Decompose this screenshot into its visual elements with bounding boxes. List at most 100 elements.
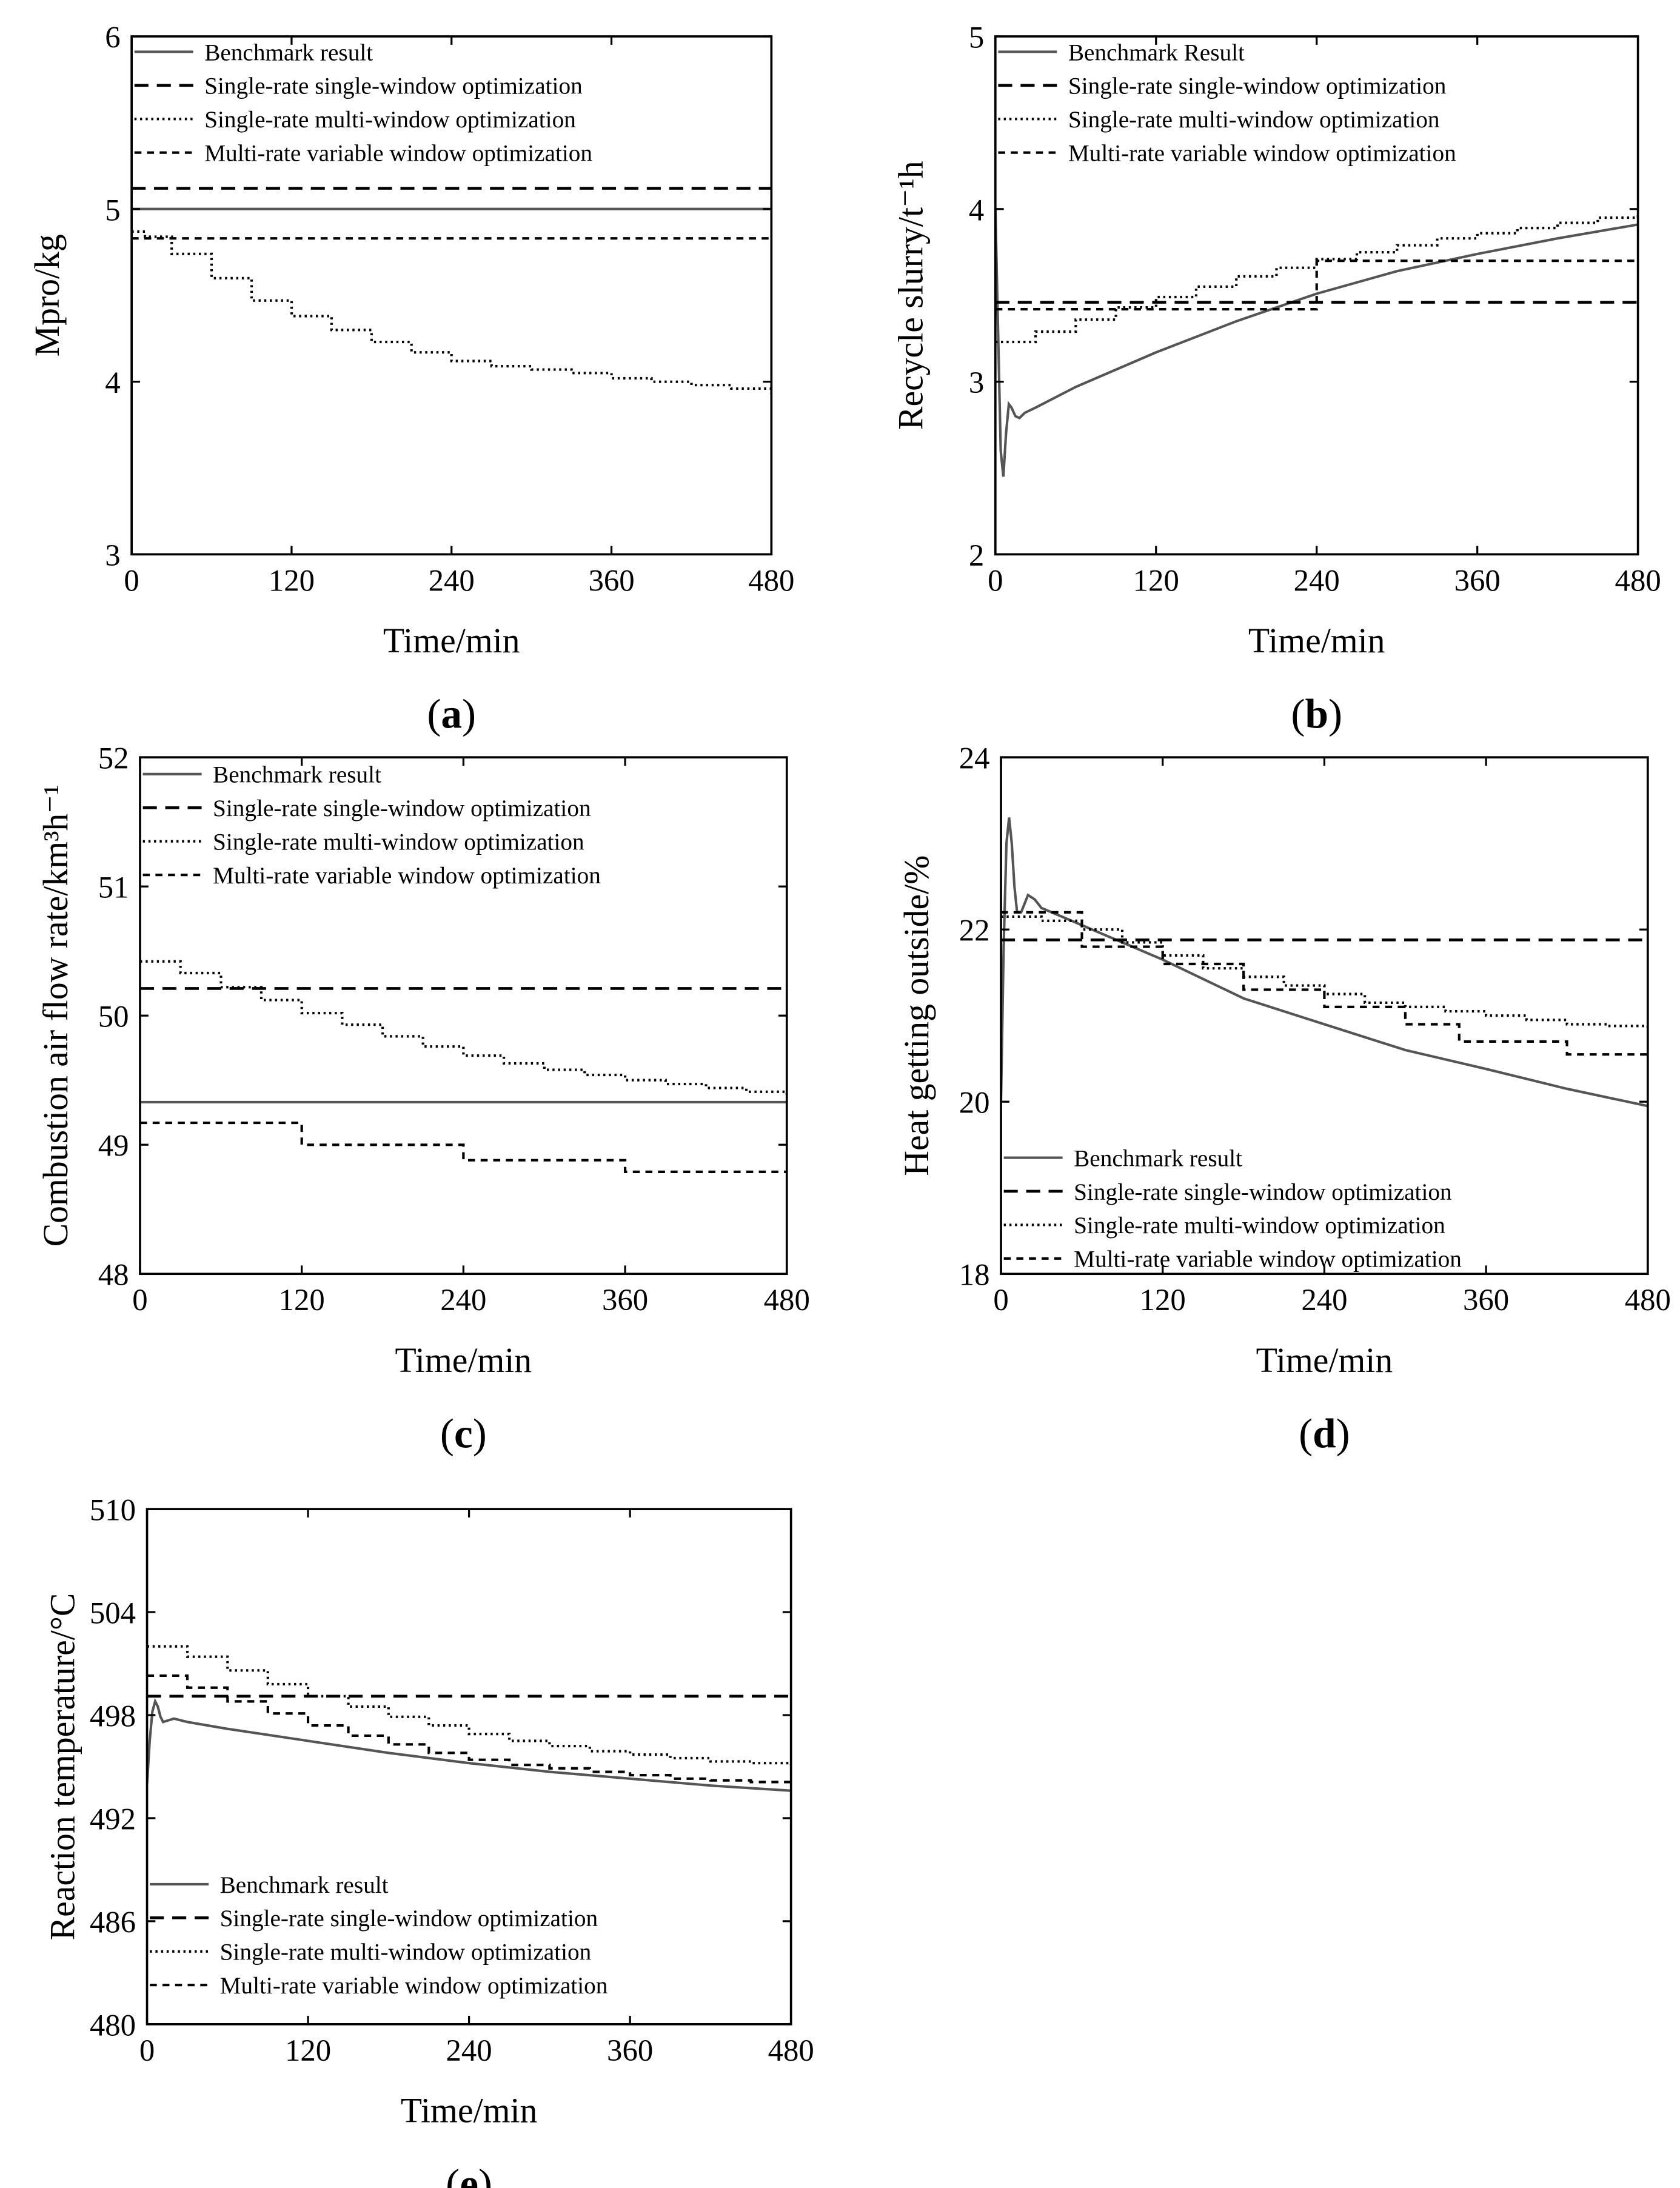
y-tick-label: 2	[969, 538, 984, 572]
x-tick-label: 360	[1463, 1283, 1509, 1317]
x-axis-label: Time/min	[395, 1342, 532, 1380]
series-line-4	[995, 259, 1638, 311]
chart-panel: 0 120 240 360 480 2 3 4 5 Time/min Recycle slurry/…	[892, 21, 1661, 737]
panel-label-paren: )	[1328, 691, 1342, 737]
legend-label: Benchmark result	[220, 1872, 389, 1898]
x-tick-label: 480	[748, 563, 794, 597]
y-tick-label: 52	[98, 741, 129, 775]
legend-label: Single-rate single-window optimization	[213, 795, 591, 821]
legend: Benchmark result Single-rate single-windo…	[134, 39, 592, 167]
panel-label: (b)	[1291, 691, 1342, 737]
y-tick-label: 480	[90, 2008, 136, 2042]
legend-label: Benchmark Result	[1068, 39, 1245, 65]
y-tick-label: 18	[959, 1258, 990, 1292]
panel-label: (d)	[1299, 1410, 1350, 1457]
y-tick-label: 6	[105, 21, 120, 55]
y-tick-label: 5	[969, 21, 984, 55]
series-line-1	[995, 209, 1638, 477]
x-tick-label: 0	[124, 563, 139, 597]
series-group	[147, 1645, 791, 1792]
chart-panel: 0 120 240 360 480 48 49 50 51 52 Time/min Combustio…	[37, 741, 810, 1457]
x-tick-label: 480	[768, 2033, 814, 2067]
x-tick-label: 0	[988, 563, 1003, 597]
x-tick-label: 480	[1625, 1283, 1671, 1317]
y-tick-label: 50	[98, 1000, 129, 1034]
y-tick-label: 20	[959, 1086, 990, 1120]
panel-label-paren: )	[462, 691, 476, 737]
x-tick-label: 240	[429, 563, 475, 597]
legend-label: Multi-rate variable window optimization	[220, 1973, 608, 1999]
panel-label-letter: d	[1313, 1410, 1336, 1457]
x-tick-label: 120	[1133, 563, 1179, 597]
legend-label: Multi-rate variable window optimization	[204, 141, 592, 167]
y-tick-label: 3	[969, 366, 984, 400]
legend-label: Single-rate multi-window optimization	[213, 829, 584, 855]
panel-label-paren: (	[1291, 691, 1305, 737]
x-tick-label: 360	[607, 2033, 653, 2067]
legend: Benchmark result Single-rate single-windo…	[1003, 1145, 1462, 1273]
series-line-4	[139, 1121, 787, 1173]
legend: Benchmark result Single-rate single-windo…	[150, 1872, 608, 1999]
panel-label-paren: )	[1336, 1410, 1350, 1457]
legend-label: Single-rate single-window optimization	[220, 1905, 598, 1932]
x-tick-label: 240	[1294, 563, 1340, 597]
y-axis-label: Reaction temperature/°C	[44, 1593, 82, 1941]
panel-label-letter: c	[454, 1410, 473, 1457]
y-tick-label: 3	[105, 538, 120, 572]
panel-label-paren: (	[427, 691, 441, 737]
y-tick-label: 51	[98, 871, 129, 905]
x-tick-label: 360	[588, 563, 634, 597]
y-tick-label: 486	[90, 1905, 136, 1939]
panel-label-paren: )	[473, 1410, 487, 1457]
y-tick-label: 498	[90, 1699, 136, 1733]
x-tick-label: 360	[1454, 563, 1501, 597]
chart-panel: 0 120 240 360 480 18 20 22 24 Time/min Heat gettin…	[898, 741, 1671, 1457]
legend-label: Benchmark result	[213, 762, 381, 788]
panel-label: (c)	[440, 1410, 487, 1457]
x-tick-label: 240	[446, 2033, 492, 2067]
series-line-3	[147, 1645, 791, 1765]
legend-label: Single-rate multi-window optimization	[220, 1939, 592, 1966]
panel-label: (e)	[446, 2160, 492, 2188]
panel-label-paren: (	[1299, 1410, 1313, 1457]
y-axis-label: Heat getting outside/%	[898, 855, 936, 1176]
series-group	[995, 209, 1638, 477]
legend-label: Single-rate multi-window optimization	[204, 107, 576, 133]
series-line-3	[1001, 915, 1648, 1029]
panel-label-paren: )	[478, 2160, 492, 2188]
series-line-4	[1001, 911, 1648, 1056]
y-axis-label: Recycle slurry/t⁻¹h	[892, 161, 931, 430]
chart-panel: 0 120 240 360 480 480 486 492 498 504 510 Time/min R…	[44, 1493, 814, 2188]
legend-label: Multi-rate variable window optimization	[213, 863, 601, 889]
legend-label: Single-rate single-window optimization	[1074, 1179, 1452, 1205]
panel-label-letter: b	[1305, 691, 1328, 737]
series-line-4	[147, 1674, 791, 1784]
series-line-3	[995, 212, 1638, 344]
x-axis-label: Time/min	[383, 622, 520, 660]
y-tick-label: 492	[90, 1802, 136, 1836]
x-axis-label: Time/min	[401, 2092, 538, 2130]
y-tick-label: 504	[90, 1596, 136, 1630]
series-line-1	[1001, 817, 1648, 1108]
series-line-3	[139, 960, 787, 1095]
x-axis-label: Time/min	[1248, 622, 1385, 660]
legend-label: Single-rate single-window optimization	[204, 73, 583, 99]
chart-panel: 0 120 240 360 480 3 4 5 6 Time/min Mpro/kg (a) Bench…	[28, 21, 794, 737]
y-tick-label: 510	[90, 1493, 136, 1527]
y-tick-label: 5	[105, 193, 120, 227]
x-tick-label: 0	[139, 2033, 155, 2067]
x-tick-label: 480	[1615, 563, 1661, 597]
legend-label: Benchmark result	[1074, 1145, 1242, 1171]
legend-label: Single-rate multi-window optimization	[1074, 1213, 1445, 1239]
panel-label-paren: (	[446, 2160, 460, 2188]
legend: Benchmark Result Single-rate single-windo…	[998, 39, 1456, 167]
panel-label-letter: e	[460, 2160, 478, 2188]
legend-label: Single-rate single-window optimization	[1068, 73, 1447, 99]
legend: Benchmark result Single-rate single-windo…	[142, 762, 601, 889]
series-group	[132, 187, 772, 394]
series-line-1	[147, 1698, 791, 1792]
x-tick-label: 120	[285, 2033, 331, 2067]
x-tick-label: 0	[132, 1283, 147, 1317]
y-axis-label: Mpro/kg	[28, 234, 67, 356]
